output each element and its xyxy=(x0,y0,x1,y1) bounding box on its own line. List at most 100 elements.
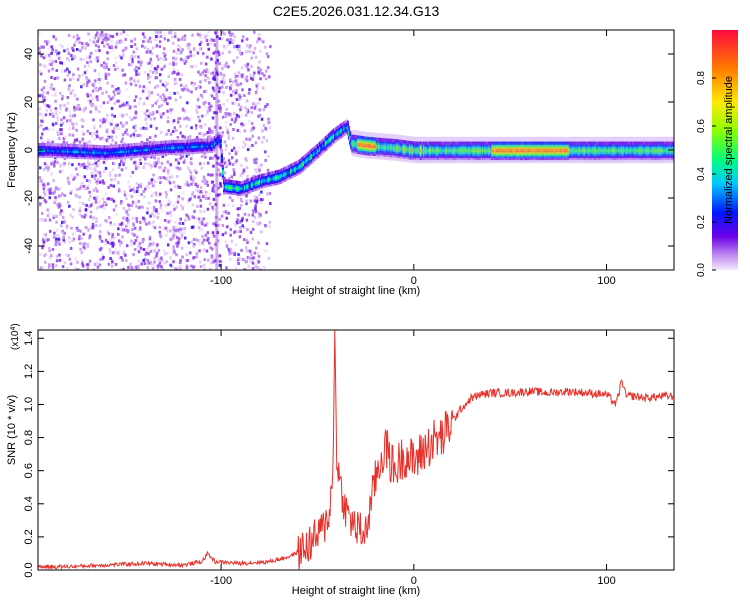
noise-cell xyxy=(67,108,70,112)
noise-cell xyxy=(227,65,230,69)
ridge-cell xyxy=(68,155,71,159)
noise-cell xyxy=(196,238,199,242)
noise-cell xyxy=(166,168,170,172)
noise-cell xyxy=(98,263,102,267)
ridge-cell xyxy=(244,187,248,191)
ridge-cell xyxy=(339,125,343,129)
noise-cell xyxy=(61,121,65,125)
ridge-cell xyxy=(76,148,79,152)
noise-cell xyxy=(169,188,173,192)
noise-cell xyxy=(130,266,133,270)
ridge-cell xyxy=(310,150,314,154)
noise-cell xyxy=(236,218,239,222)
ridge-cell xyxy=(167,151,170,156)
noise-cell xyxy=(241,216,244,220)
ridge-halo xyxy=(410,136,413,163)
ridge-cell xyxy=(260,185,263,189)
ridge-cell xyxy=(395,144,398,149)
noise-cell xyxy=(147,201,151,205)
noise-cell xyxy=(206,183,210,187)
noise-cell xyxy=(171,251,175,255)
noise-cell xyxy=(81,46,84,50)
ridge-cell xyxy=(324,147,327,151)
noise-cell xyxy=(177,161,180,165)
ridge-cell xyxy=(78,144,81,148)
noise-cell xyxy=(251,227,255,231)
ridge-cell xyxy=(347,129,351,133)
ridge-cell xyxy=(201,142,204,146)
noise-cell xyxy=(97,200,101,204)
noise-cell xyxy=(251,143,254,147)
noise-cell xyxy=(128,106,132,110)
ridge-cell xyxy=(48,144,51,149)
ridge-halo xyxy=(366,132,369,159)
ridge-cell xyxy=(342,123,345,128)
ridge-cell xyxy=(412,141,415,145)
ridge-cell xyxy=(391,152,395,156)
noise-cell xyxy=(211,86,215,90)
noise-cell xyxy=(249,44,252,48)
noise-cell xyxy=(180,87,184,91)
noise-cell xyxy=(234,83,238,87)
ridge-cell xyxy=(284,176,287,180)
noise-cell xyxy=(204,70,208,74)
noise-cell xyxy=(158,166,161,170)
ridge-cell xyxy=(105,153,108,157)
ridge-cell xyxy=(50,152,53,156)
ridge-cell xyxy=(233,184,236,188)
noise-cell xyxy=(217,106,221,110)
ridge-cell xyxy=(48,154,51,158)
noise-cell xyxy=(242,123,245,127)
ridge-cell xyxy=(209,138,212,142)
noise-cell xyxy=(181,134,184,138)
ridge-cell xyxy=(360,147,363,151)
ridge-cell xyxy=(331,137,334,141)
ridge-cell xyxy=(197,142,200,146)
ridge-cell xyxy=(146,143,149,148)
noise-cell xyxy=(73,93,77,97)
ridge-cell xyxy=(234,182,237,186)
noise-cell xyxy=(98,85,101,89)
ridge-cell xyxy=(303,160,307,164)
noise-cell xyxy=(268,225,272,229)
ridge-cell xyxy=(393,139,396,143)
ridge-cell xyxy=(66,153,70,157)
ridge-halo xyxy=(412,136,415,164)
noise-cell xyxy=(76,97,79,101)
ridge-cell xyxy=(352,148,355,152)
noise-cell xyxy=(266,192,269,196)
noise-cell xyxy=(58,136,61,140)
ridge-cell xyxy=(40,150,43,154)
noise-cell xyxy=(102,44,106,48)
noise-cell xyxy=(55,68,58,72)
ridge-cell xyxy=(336,128,339,132)
ridge-cell xyxy=(410,146,413,151)
ridge-cell xyxy=(408,152,411,156)
ridge-cell xyxy=(351,138,354,142)
ridge-cell xyxy=(56,143,59,147)
ridge-cell xyxy=(242,190,245,194)
noise-cell xyxy=(224,114,228,118)
noise-cell xyxy=(245,108,248,112)
ridge-cell xyxy=(265,172,269,176)
ridge-cell xyxy=(266,183,270,188)
ridge-cell xyxy=(367,140,370,144)
ridge-cell xyxy=(71,155,74,159)
noise-cell xyxy=(163,166,167,170)
noise-cell xyxy=(116,268,119,270)
ridge-cell xyxy=(312,155,315,159)
ridge-cell xyxy=(78,151,81,156)
noise-cell xyxy=(39,123,43,127)
ridge-cell xyxy=(113,154,116,158)
noise-cell xyxy=(116,181,120,185)
noise-cell xyxy=(223,32,226,36)
noise-cell xyxy=(46,208,49,212)
ridge-cell xyxy=(114,152,117,156)
noise-cell xyxy=(72,114,75,118)
noise-cell xyxy=(245,50,248,54)
ridge-cell xyxy=(386,138,389,142)
noise-cell xyxy=(212,189,216,193)
ridge-cell xyxy=(328,144,331,148)
noise-cell xyxy=(253,215,257,219)
ridge-cell xyxy=(93,154,96,158)
